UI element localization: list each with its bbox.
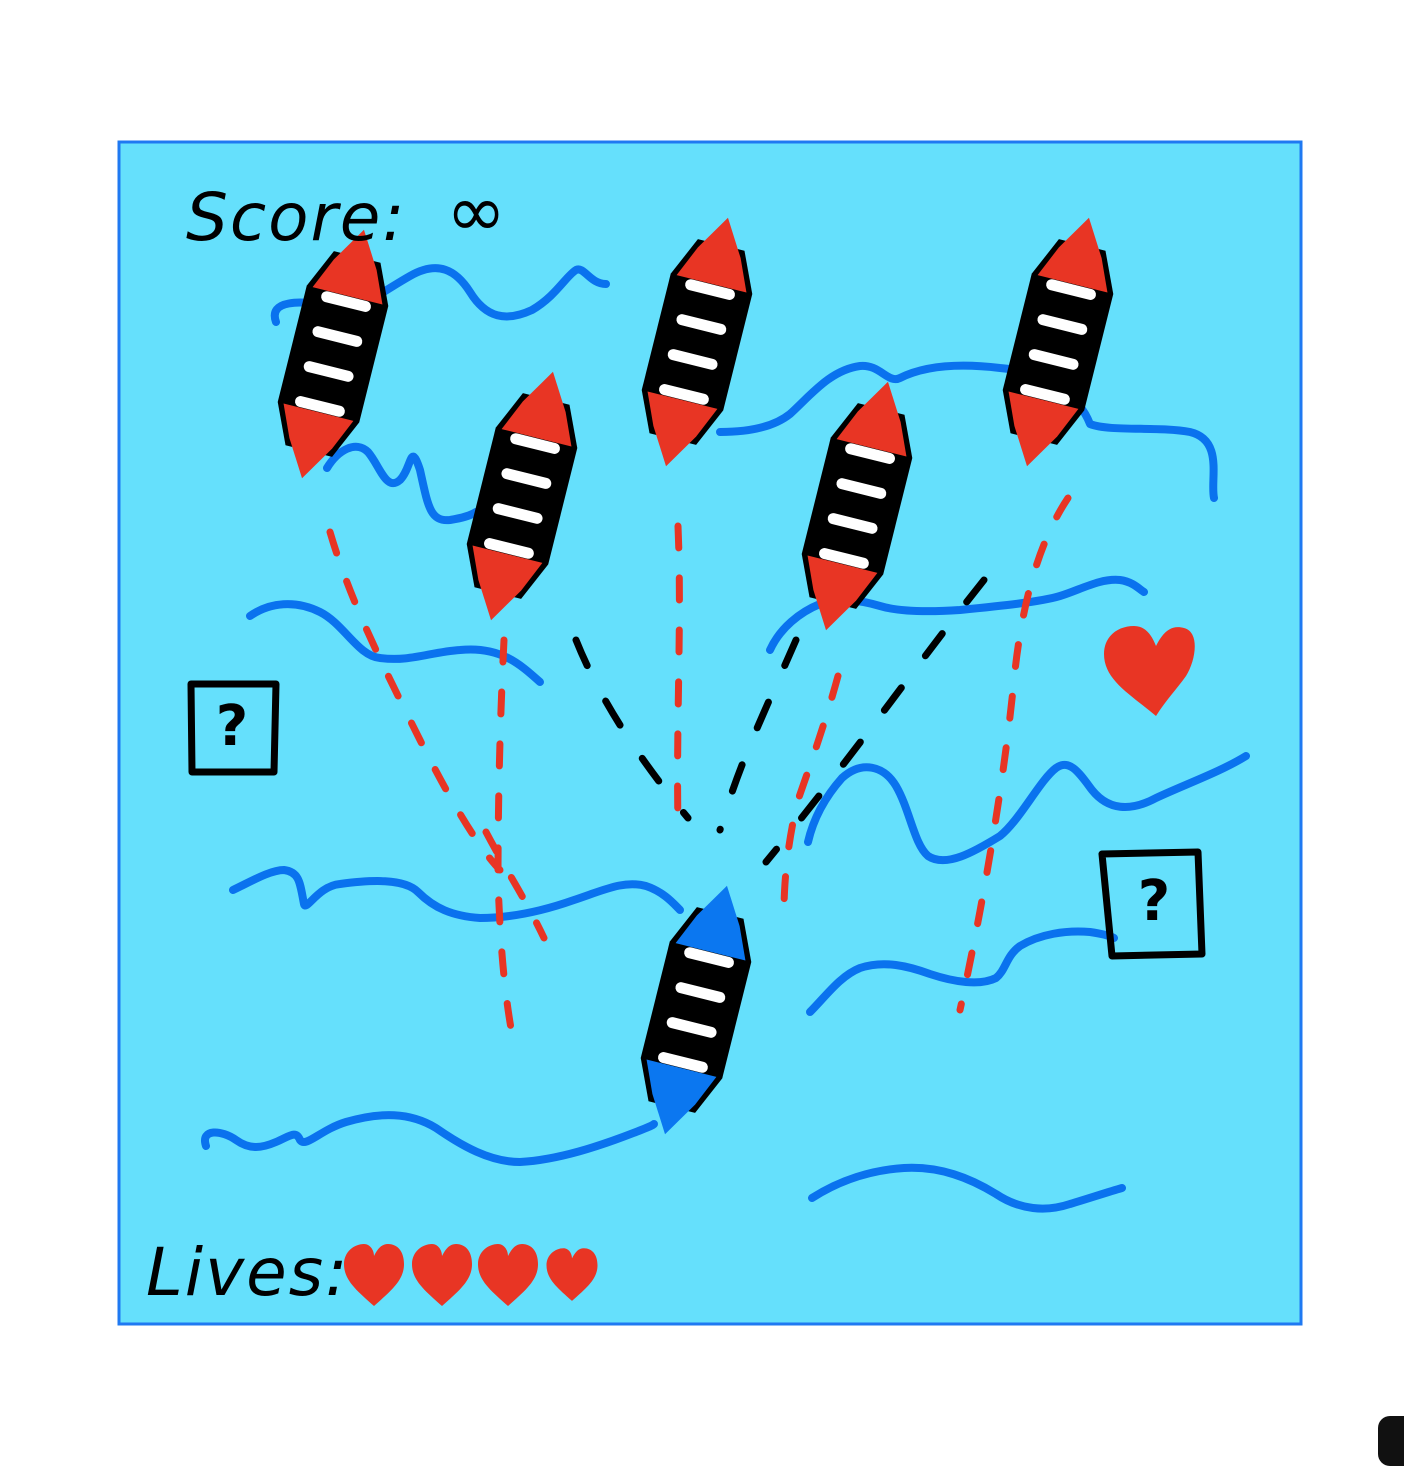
ship-stripe <box>501 468 552 489</box>
mystery-box[interactable]: ? <box>1098 848 1206 960</box>
wave <box>808 1163 1126 1213</box>
heart-icon[interactable] <box>1104 626 1195 716</box>
enemy-bullet-trail <box>674 522 683 830</box>
ship-stripe <box>685 279 735 300</box>
enemy-bullet-trail <box>956 494 1072 1014</box>
ship-stripe <box>819 548 869 569</box>
ship-bow <box>676 217 747 293</box>
ship-stripe <box>312 326 363 347</box>
ship-stern <box>1008 391 1079 467</box>
ship-stripe <box>295 396 345 417</box>
enemy-ship <box>1002 217 1114 467</box>
score-display: Score: ∞ <box>186 169 508 256</box>
ship-stripe <box>676 314 727 335</box>
enemy-fleet <box>277 217 1114 631</box>
ship-stripe <box>675 982 726 1003</box>
ship-stripe <box>827 513 878 534</box>
enemy-bullet-trail <box>780 672 842 916</box>
lives-hearts <box>344 1244 598 1306</box>
ship-stern <box>283 403 354 479</box>
life-heart-icon <box>344 1244 404 1306</box>
player-bullet-trail <box>716 636 800 834</box>
ship-stripe <box>321 291 371 312</box>
mystery-box[interactable]: ? <box>187 680 280 776</box>
ship-stripe <box>1037 314 1088 335</box>
ship-stripe <box>510 433 560 454</box>
ship-stern <box>472 545 543 621</box>
score-value: ∞ <box>446 169 508 253</box>
ship-stripe <box>658 1052 708 1073</box>
enemy-bullet-trail <box>494 636 516 1038</box>
ship-stripe <box>836 478 887 499</box>
life-heart-icon <box>478 1244 538 1306</box>
ship-stripe <box>484 538 534 559</box>
wave <box>201 1111 658 1166</box>
enemy-ship <box>641 217 753 467</box>
ship-stern <box>647 391 718 467</box>
ship-stripe <box>667 349 718 370</box>
ship-stripe <box>666 1017 717 1038</box>
player-shots <box>572 576 988 866</box>
ship-stripe <box>659 384 709 405</box>
corner-tab <box>1378 1416 1404 1466</box>
player-fleet <box>640 885 752 1135</box>
enemy-bullet-trail <box>326 528 504 874</box>
ship-stripe <box>1046 279 1096 300</box>
enemy-bullet-trail <box>482 828 548 942</box>
ship-stern <box>807 555 878 631</box>
wave <box>246 600 544 686</box>
ship-bow <box>1037 217 1108 293</box>
ship-stripe <box>303 361 354 382</box>
wave <box>716 361 1218 502</box>
ship-stripe <box>684 947 734 968</box>
ship-bow <box>501 371 572 447</box>
ship-stripe <box>1028 349 1079 370</box>
ship-bow <box>836 381 907 457</box>
lives-label: Lives: <box>146 1234 349 1311</box>
player-ship <box>640 885 752 1135</box>
ship-bow <box>312 229 383 305</box>
ship-stripe <box>845 443 895 464</box>
enemy-ship <box>277 229 389 479</box>
lives-display: Lives: <box>146 1234 598 1311</box>
wave <box>229 866 684 922</box>
player-bullet-trail <box>762 576 988 866</box>
score-label: Score: <box>186 179 407 256</box>
enemy-shots <box>326 494 1072 1038</box>
ship-stripe <box>1020 384 1070 405</box>
ship-stripe <box>492 503 543 524</box>
enemy-ship <box>466 371 578 621</box>
player-bullet-trail <box>572 636 692 822</box>
mystery-box-label: ? <box>216 694 248 759</box>
wave <box>804 752 1250 865</box>
wave <box>323 442 480 525</box>
wave <box>806 927 1118 1016</box>
life-heart-icon <box>546 1248 598 1301</box>
ship-bow <box>675 885 746 961</box>
ship-stern <box>646 1059 717 1135</box>
enemy-ship <box>801 381 913 631</box>
mystery-box-label: ? <box>1138 869 1170 934</box>
life-heart-icon <box>412 1244 472 1306</box>
